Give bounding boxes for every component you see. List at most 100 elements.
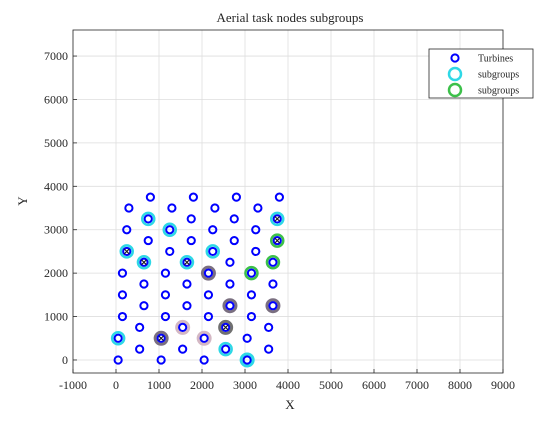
turbine-marker [156,333,166,343]
turbine-marker [268,279,278,289]
legend-turbine-marker [450,53,460,63]
turbine-marker [251,225,261,235]
turbine-marker [229,214,239,224]
turbine-marker [246,268,257,278]
overlay-ring [153,330,169,346]
y-tick-label: 0 [62,353,68,367]
turbine-marker [231,192,241,202]
turbine-marker [182,257,192,267]
turbine-marker [242,333,252,343]
y-tick-label: 1000 [44,310,68,324]
legend: Turbines subgroups subgroups [428,48,534,99]
subgroup-ring [162,222,177,237]
turbine-marker [229,235,239,246]
turbine-marker [268,257,278,267]
turbine-marker [135,344,145,354]
y-axis-label: Y [15,196,30,206]
turbine-marker [264,344,274,354]
legend-label: subgroups [478,86,519,97]
turbine-marker [208,246,218,257]
turbine-marker [221,322,231,333]
subgroup-ring [218,341,233,357]
x-tick-label: 1000 [147,378,171,392]
x-tick-label: 5000 [319,378,343,392]
cross-marker [222,324,229,331]
turbine-marker [113,355,123,365]
turbine-marker [251,246,261,257]
subgroup-ring [119,244,134,259]
turbine-marker [182,279,192,289]
cross-marker [141,259,147,266]
overlay-ring [218,319,234,335]
overlay-ring [200,265,216,281]
turbine-marker [143,235,153,246]
turbine-marker [113,333,123,343]
subgroup-ring [110,331,126,346]
turbine-marker [117,311,128,322]
turbine-marker [160,268,171,278]
turbine-marker [182,301,192,311]
x-tick-label: 2000 [190,378,214,392]
x-tick-label: 6000 [362,378,386,392]
subgroup-ring [136,255,152,270]
turbine-marker [156,355,166,365]
y-tick-label: 2000 [44,266,68,280]
turbine-marker [117,268,128,278]
turbine-marker [178,322,188,333]
subgroup-ring [205,244,220,259]
turbine-marker [225,301,235,311]
turbine-marker [242,355,252,365]
turbine-marker [268,301,278,311]
subgroup-ring [179,255,195,270]
turbine-marker [165,225,175,235]
turbine-marker [143,214,153,224]
turbine-marker [139,257,149,267]
turbine-marker [203,311,214,322]
turbine-marker [246,311,257,322]
legend-box [428,48,534,99]
turbine-marker [264,322,274,333]
y-tick-label: 5000 [44,136,68,150]
cross-marker [123,248,130,255]
subgroup-ring [244,265,259,281]
y-tick-label: 6000 [44,92,68,106]
x-tick-label: 3000 [233,378,257,392]
legend-label: subgroups [478,70,519,81]
x-tick-label: 9000 [491,378,515,392]
chart-title: Aerial task nodes subgroups [217,10,364,25]
turbine-marker [135,322,145,333]
overlay-ring [196,330,212,346]
turbine-marker [203,290,214,300]
cross-marker [184,259,190,266]
turbine-marker [117,290,128,300]
turbine-marker [246,290,257,300]
turbine-marker [122,225,132,235]
overlay-ring [265,298,281,314]
data-marks [110,192,285,368]
turbine-marker [124,203,134,213]
subgroup-ring [239,352,255,368]
x-tick-label: 7000 [405,378,429,392]
turbine-marker [139,279,149,289]
turbine-marker [186,235,196,246]
turbine-marker [165,246,175,257]
turbine-marker [272,235,282,246]
cross-marker [274,216,281,222]
turbine-marker [225,257,235,267]
x-tick-label: 0 [113,378,119,392]
turbine-marker [188,192,198,202]
subgroup-ring [141,211,156,227]
turbine-marker [253,203,263,213]
cross-marker [274,237,281,244]
turbine-marker [274,192,284,202]
cross-marker [158,335,164,342]
turbine-marker [199,355,209,365]
x-tick-label: -1000 [59,378,87,392]
y-tick-label: 7000 [44,49,68,63]
turbine-marker [160,290,171,300]
turbine-marker [272,214,282,224]
x-tick-label: 8000 [448,378,472,392]
axis-ticks: -1000 0 1000 2000 3000 4000 5000 6000 7000 8000 90… [44,49,515,392]
